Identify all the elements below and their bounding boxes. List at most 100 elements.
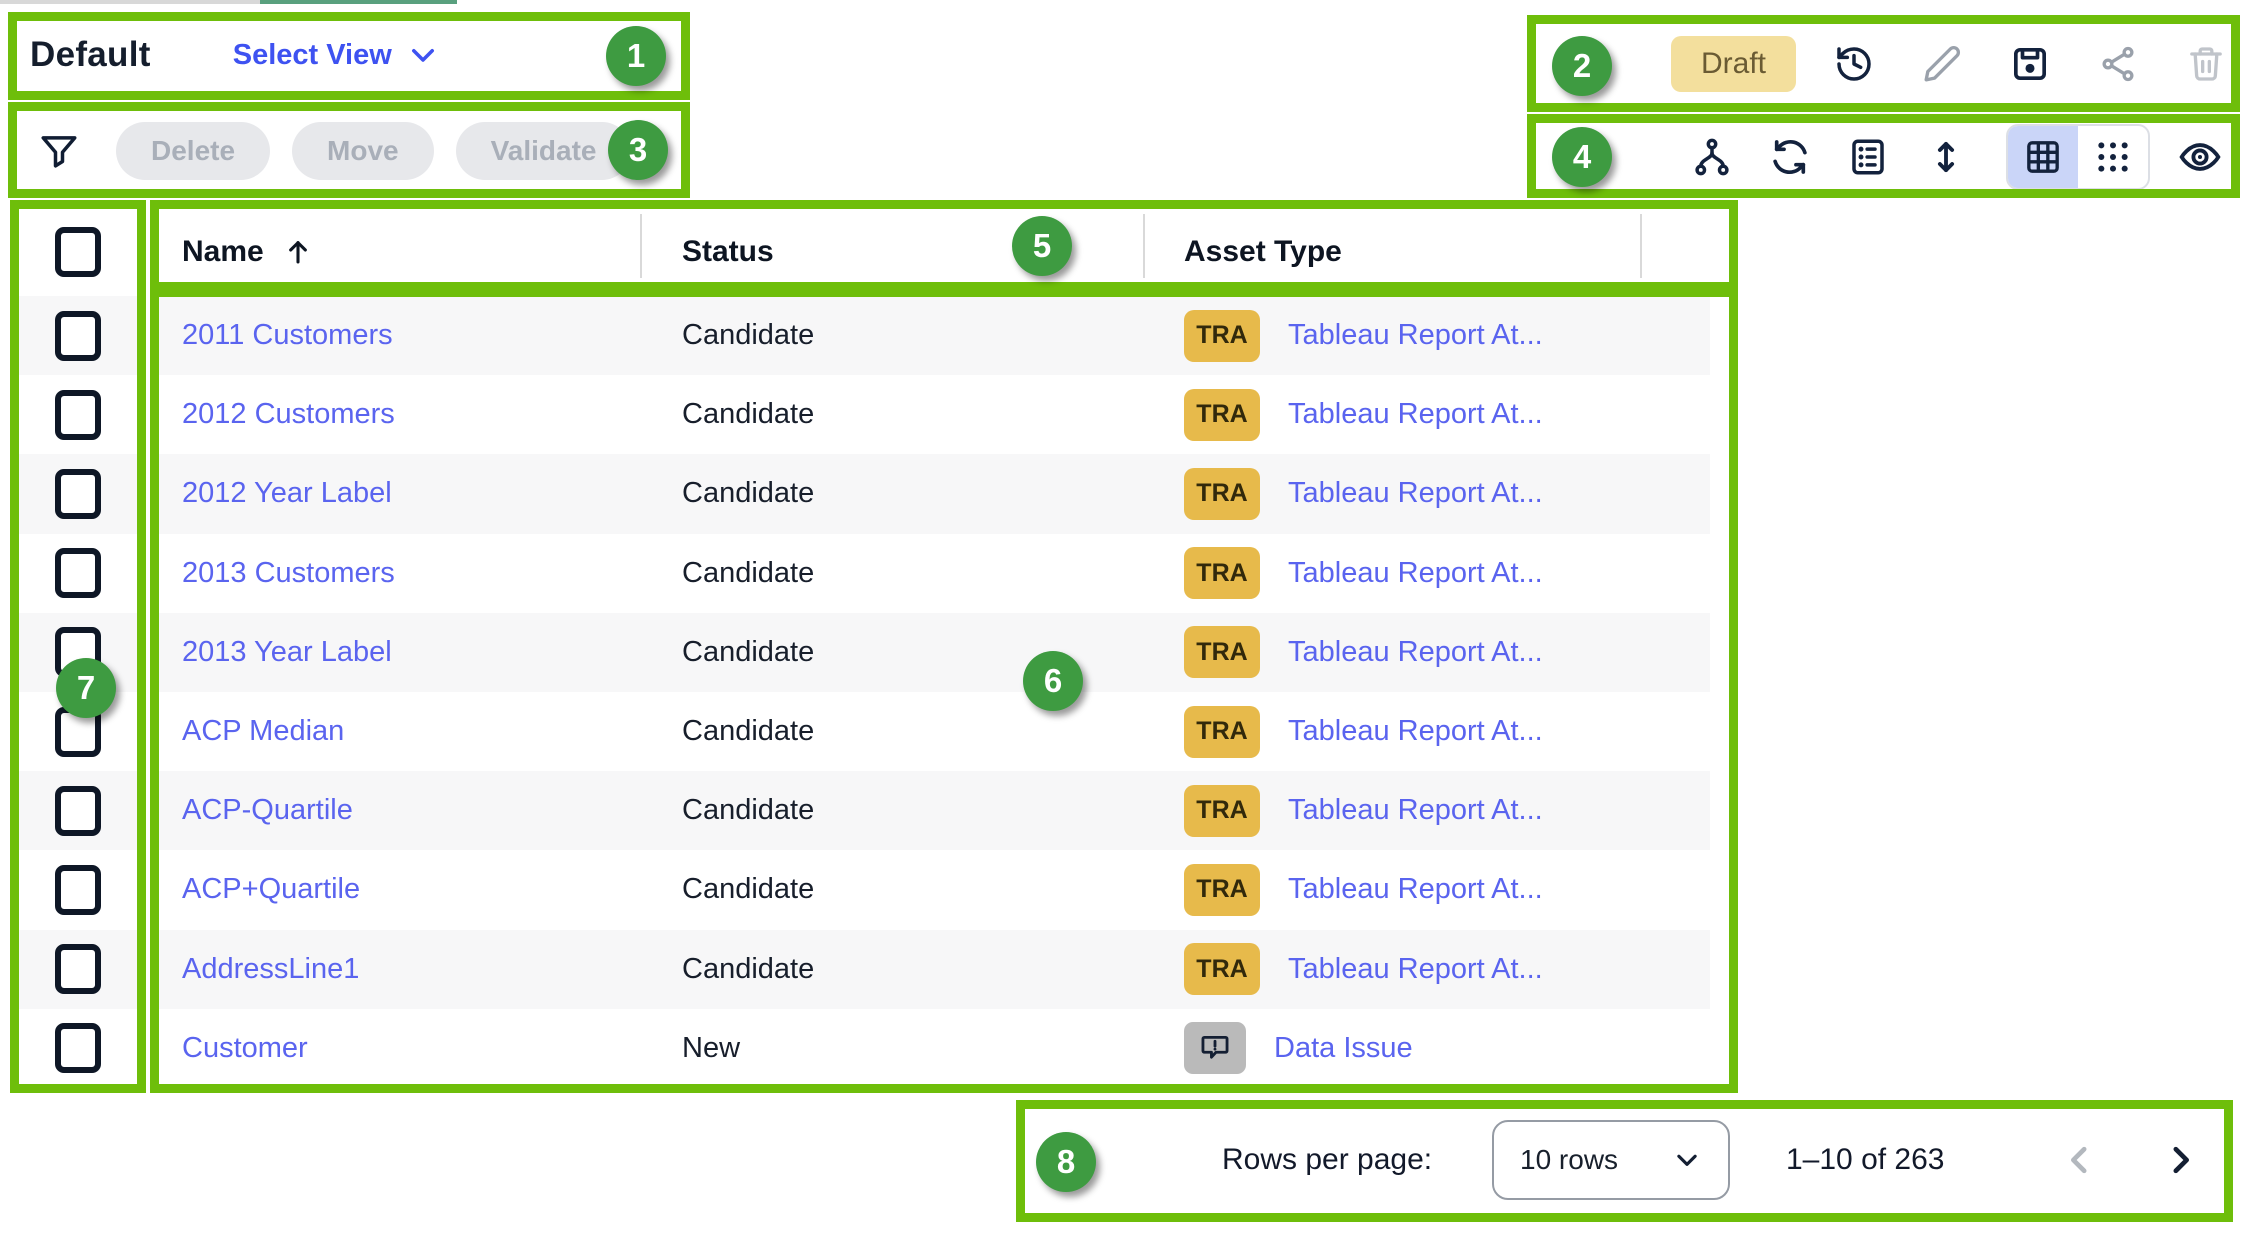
preview-eye-icon[interactable] xyxy=(2178,135,2222,179)
row-checkbox[interactable] xyxy=(55,310,101,361)
validate-button[interactable]: Validate xyxy=(455,122,632,180)
select-all-checkbox[interactable] xyxy=(55,227,101,277)
status-toolbar: Draft xyxy=(1671,26,2228,102)
row-height-icon[interactable] xyxy=(1924,135,1968,179)
annotation-marker-8: 8 xyxy=(1036,1132,1096,1192)
asset-type-link[interactable]: Tableau Report At... xyxy=(1288,319,1543,352)
history-icon[interactable] xyxy=(1832,42,1876,86)
asset-type-badge: TRA xyxy=(1184,309,1260,362)
asset-type-link[interactable]: Tableau Report At... xyxy=(1288,556,1543,589)
checkbox-row xyxy=(18,454,138,534)
next-page-button[interactable] xyxy=(2156,1134,2204,1186)
asset-type-link[interactable]: Tableau Report At... xyxy=(1288,952,1543,985)
checkbox-row xyxy=(18,612,138,692)
column-header-status[interactable]: Status xyxy=(682,235,774,268)
row-name-cell: 2013 Year Label xyxy=(158,636,640,669)
top-edge-remnant xyxy=(0,0,260,4)
trash-icon[interactable] xyxy=(2184,42,2228,86)
row-name-link[interactable]: 2013 Customers xyxy=(182,556,395,589)
row-name-link[interactable]: 2013 Year Label xyxy=(182,635,392,668)
current-view-title: Default xyxy=(30,35,151,74)
row-checkbox[interactable] xyxy=(55,944,101,995)
table-view-icon[interactable] xyxy=(2008,126,2078,188)
column-header-asset-type[interactable]: Asset Type xyxy=(1184,235,1342,268)
asset-type-link[interactable]: Tableau Report At... xyxy=(1288,477,1543,510)
hierarchy-icon[interactable] xyxy=(1690,135,1734,179)
row-checkbox[interactable] xyxy=(55,389,101,440)
edit-pencil-icon[interactable] xyxy=(1920,42,1964,86)
column-divider xyxy=(640,214,642,278)
row-name-link[interactable]: 2012 Customers xyxy=(182,398,395,431)
draft-status-badge: Draft xyxy=(1671,36,1797,92)
table-row: ACP+Quartile Candidate TRA Tableau Repor… xyxy=(158,850,1710,929)
asset-type-link[interactable]: Tableau Report At... xyxy=(1288,398,1543,431)
asset-type-badge: TRA xyxy=(1184,863,1260,916)
asset-type-link[interactable]: Data Issue xyxy=(1274,1031,1413,1064)
row-checkbox[interactable] xyxy=(55,468,101,519)
asset-type-link[interactable]: Tableau Report At... xyxy=(1288,794,1543,827)
row-status: Candidate xyxy=(682,635,815,668)
row-checkbox[interactable] xyxy=(55,706,101,757)
row-asset-cell: TRA Tableau Report At... xyxy=(1143,467,1640,520)
annotation-marker-4: 4 xyxy=(1552,127,1612,187)
card-view-icon[interactable] xyxy=(2078,126,2148,188)
row-name-link[interactable]: 2011 Customers xyxy=(182,319,393,352)
column-header-name[interactable]: Name xyxy=(158,235,640,269)
row-name-cell: 2011 Customers xyxy=(158,319,640,352)
delete-button[interactable]: Delete xyxy=(116,122,271,180)
rows-per-page-value: 10 rows xyxy=(1520,1144,1619,1175)
row-checkbox[interactable] xyxy=(55,1023,101,1074)
table-row: 2012 Customers Candidate TRA Tableau Rep… xyxy=(158,375,1710,454)
checkbox-column-rows xyxy=(18,296,138,1088)
row-name-cell: ACP Median xyxy=(158,715,640,748)
row-checkbox[interactable] xyxy=(55,548,101,599)
actions-toolbar: Delete Move Validate xyxy=(38,112,653,190)
checkbox-row xyxy=(18,850,138,929)
row-asset-cell: TRA Tableau Report At... xyxy=(1143,388,1640,441)
select-view-dropdown[interactable]: Select View xyxy=(233,38,440,72)
row-name-link[interactable]: AddressLine1 xyxy=(182,952,360,985)
move-button[interactable]: Move xyxy=(292,122,434,180)
asset-type-link[interactable]: Tableau Report At... xyxy=(1288,635,1543,668)
form-list-icon[interactable] xyxy=(1846,135,1890,179)
table-row: AddressLine1 Candidate TRA Tableau Repor… xyxy=(158,929,1710,1009)
asset-type-badge: TRA xyxy=(1184,784,1260,837)
table-row: 2012 Year Label Candidate TRA Tableau Re… xyxy=(158,454,1710,534)
view-mode-toggle xyxy=(2006,124,2150,190)
share-icon[interactable] xyxy=(2096,42,2140,86)
table-row: Customer New Data Issue xyxy=(158,1009,1710,1088)
checkbox-row xyxy=(18,771,138,851)
asset-type-link[interactable]: Tableau Report At... xyxy=(1288,873,1543,906)
rows-per-page-select[interactable]: 10 rows xyxy=(1492,1120,1730,1200)
data-issue-bubble-icon xyxy=(1198,1031,1232,1065)
row-checkbox[interactable] xyxy=(55,627,101,678)
asset-type-link[interactable]: Tableau Report At... xyxy=(1288,715,1543,748)
checkbox-row xyxy=(18,692,138,771)
asset-table: Name Status Asset Type 2011 Customers Ca… xyxy=(158,208,1730,1088)
row-name-link[interactable]: 2012 Year Label xyxy=(182,477,392,510)
checkbox-row xyxy=(18,375,138,454)
row-status: Candidate xyxy=(682,319,815,352)
column-header-name-label: Name xyxy=(182,235,264,268)
asset-type-badge: TRA xyxy=(1184,388,1260,441)
chevron-down-icon xyxy=(406,38,440,72)
row-name-cell: AddressLine1 xyxy=(158,953,640,986)
view-bar: Default Select View xyxy=(30,22,440,88)
asset-type-badge: TRA xyxy=(1184,467,1260,520)
row-checkbox[interactable] xyxy=(55,864,101,915)
row-name-link[interactable]: ACP+Quartile xyxy=(182,873,361,906)
previous-page-button[interactable] xyxy=(2056,1134,2104,1186)
row-name-link[interactable]: ACP Median xyxy=(182,715,345,748)
row-name-link[interactable]: ACP-Quartile xyxy=(182,794,353,827)
row-checkbox[interactable] xyxy=(55,785,101,836)
top-edge-remnant-green xyxy=(260,0,457,4)
column-divider xyxy=(1143,214,1145,278)
sync-icon[interactable] xyxy=(1768,135,1812,179)
row-name-link[interactable]: Customer xyxy=(182,1031,308,1064)
save-icon[interactable] xyxy=(2008,42,2052,86)
row-asset-cell: TRA Tableau Report At... xyxy=(1143,784,1640,837)
row-asset-cell: Data Issue xyxy=(1143,1022,1640,1075)
filter-funnel-icon[interactable] xyxy=(38,130,80,172)
row-asset-cell: TRA Tableau Report At... xyxy=(1143,863,1640,916)
